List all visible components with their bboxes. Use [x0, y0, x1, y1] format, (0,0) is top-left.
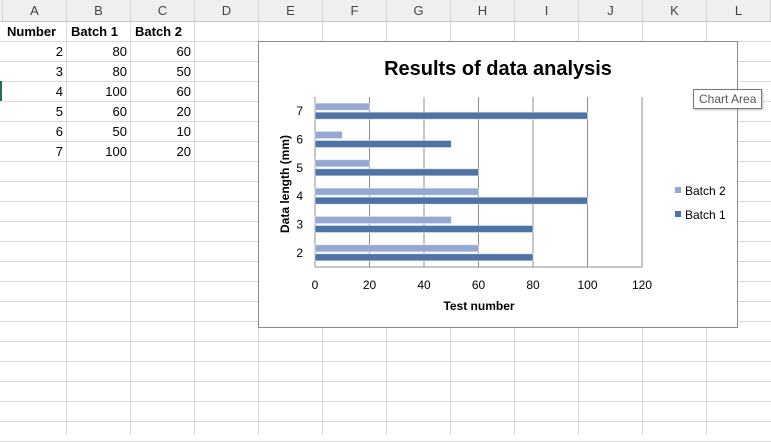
table-cell[interactable]: 50 [176, 64, 191, 79]
column-header-k[interactable]: K [643, 0, 707, 22]
select-all-corner[interactable] [0, 0, 3, 22]
table-cell[interactable]: 7 [55, 144, 63, 159]
x-tick-label: 100 [577, 278, 597, 292]
column-header-c[interactable]: C [131, 0, 195, 22]
y-tick-label: 4 [296, 189, 303, 203]
table-cell[interactable]: 20 [176, 144, 191, 159]
x-tick-label: 60 [472, 278, 486, 292]
y-tick-label: 7 [296, 104, 303, 118]
table-cell[interactable]: 10 [176, 124, 191, 139]
table-cell[interactable]: 6 [55, 124, 63, 139]
table-cell[interactable]: 3 [55, 64, 63, 79]
table-cell[interactable]: 2 [55, 44, 63, 59]
row-gridline [0, 361, 771, 362]
column-header-f[interactable]: F [323, 0, 387, 22]
row-gridline [0, 421, 771, 422]
bar-batch-1 [314, 225, 534, 233]
bar-chart: Results of data analysis Test number Dat… [278, 58, 726, 313]
legend-swatch-batch-1 [675, 211, 681, 217]
row-gridline [0, 401, 771, 402]
column-gridline [130, 22, 131, 434]
row-gridline [0, 341, 771, 342]
chart-title: Results of data analysis [384, 58, 612, 80]
column-header-i[interactable]: I [515, 0, 579, 22]
row-selection-marker [0, 81, 2, 101]
chart-area-tooltip: Chart Area [693, 89, 763, 109]
bar-batch-1 [314, 140, 452, 148]
x-tick-label: 0 [312, 278, 319, 292]
table-cell[interactable]: 80 [112, 44, 127, 59]
bar-batch-2 [314, 244, 479, 253]
chart-area[interactable]: Results of data analysis Test number Dat… [258, 41, 738, 328]
x-tick-label: 120 [632, 278, 652, 292]
column-header-b[interactable]: B [67, 0, 131, 22]
legend-label-batch-1: Batch 1 [685, 208, 726, 222]
bar-batch-1 [314, 111, 588, 120]
x-tick-label: 80 [526, 278, 540, 292]
column-header-e[interactable]: E [259, 0, 323, 22]
column-header-j[interactable]: J [579, 0, 643, 22]
table-cell[interactable]: 100 [105, 84, 127, 99]
column-header-g[interactable]: G [387, 0, 451, 22]
row-gridline [0, 381, 771, 382]
y-tick-label: 5 [296, 161, 303, 175]
y-axis-label: Data length (mm) [278, 135, 292, 233]
bar-batch-1 [314, 253, 534, 262]
bar-batch-2 [314, 159, 370, 168]
x-tick-label: 20 [363, 278, 377, 292]
bar-batch-2 [314, 102, 370, 111]
column-header-d[interactable]: D [195, 0, 259, 22]
legend-swatch-batch-2 [675, 187, 681, 193]
chart-legend: Batch 2 Batch 1 [675, 184, 726, 222]
bar-batch-2 [314, 187, 479, 196]
table-cell[interactable]: 50 [112, 124, 127, 139]
table-header-cell[interactable]: Batch 1 [71, 24, 118, 39]
column-header-l[interactable]: L [707, 0, 771, 22]
table-cell[interactable]: 80 [112, 64, 127, 79]
x-axis-label: Test number [443, 299, 514, 313]
table-cell[interactable]: 20 [176, 104, 191, 119]
table-cell[interactable]: 60 [176, 44, 191, 59]
table-header-cell[interactable]: Number [7, 24, 57, 39]
y-tick-label: 3 [296, 218, 303, 232]
table-cell[interactable]: 100 [105, 144, 127, 159]
legend-label-batch-2: Batch 2 [685, 184, 726, 198]
table-header-cell[interactable]: Batch 2 [135, 24, 182, 39]
plot-area: 0 20 40 60 80 100 120 2 3 4 5 6 7 [296, 97, 652, 292]
column-header-h[interactable]: H [451, 0, 515, 22]
table-cell[interactable]: 5 [55, 104, 63, 119]
column-gridline [66, 22, 67, 434]
bar-batch-2 [314, 131, 343, 139]
bar-batch-1 [314, 168, 479, 177]
bar-batch-2 [314, 216, 452, 224]
column-gridline [194, 22, 195, 434]
table-cell[interactable]: 4 [55, 84, 63, 99]
table-cell[interactable]: 60 [112, 104, 127, 119]
bar-batch-1 [314, 196, 588, 205]
y-tick-label: 6 [296, 133, 303, 147]
table-cell[interactable]: 60 [176, 84, 191, 99]
x-tick-label: 40 [417, 278, 431, 292]
y-tick-label: 2 [296, 246, 303, 260]
column-header-a[interactable]: A [3, 0, 67, 22]
